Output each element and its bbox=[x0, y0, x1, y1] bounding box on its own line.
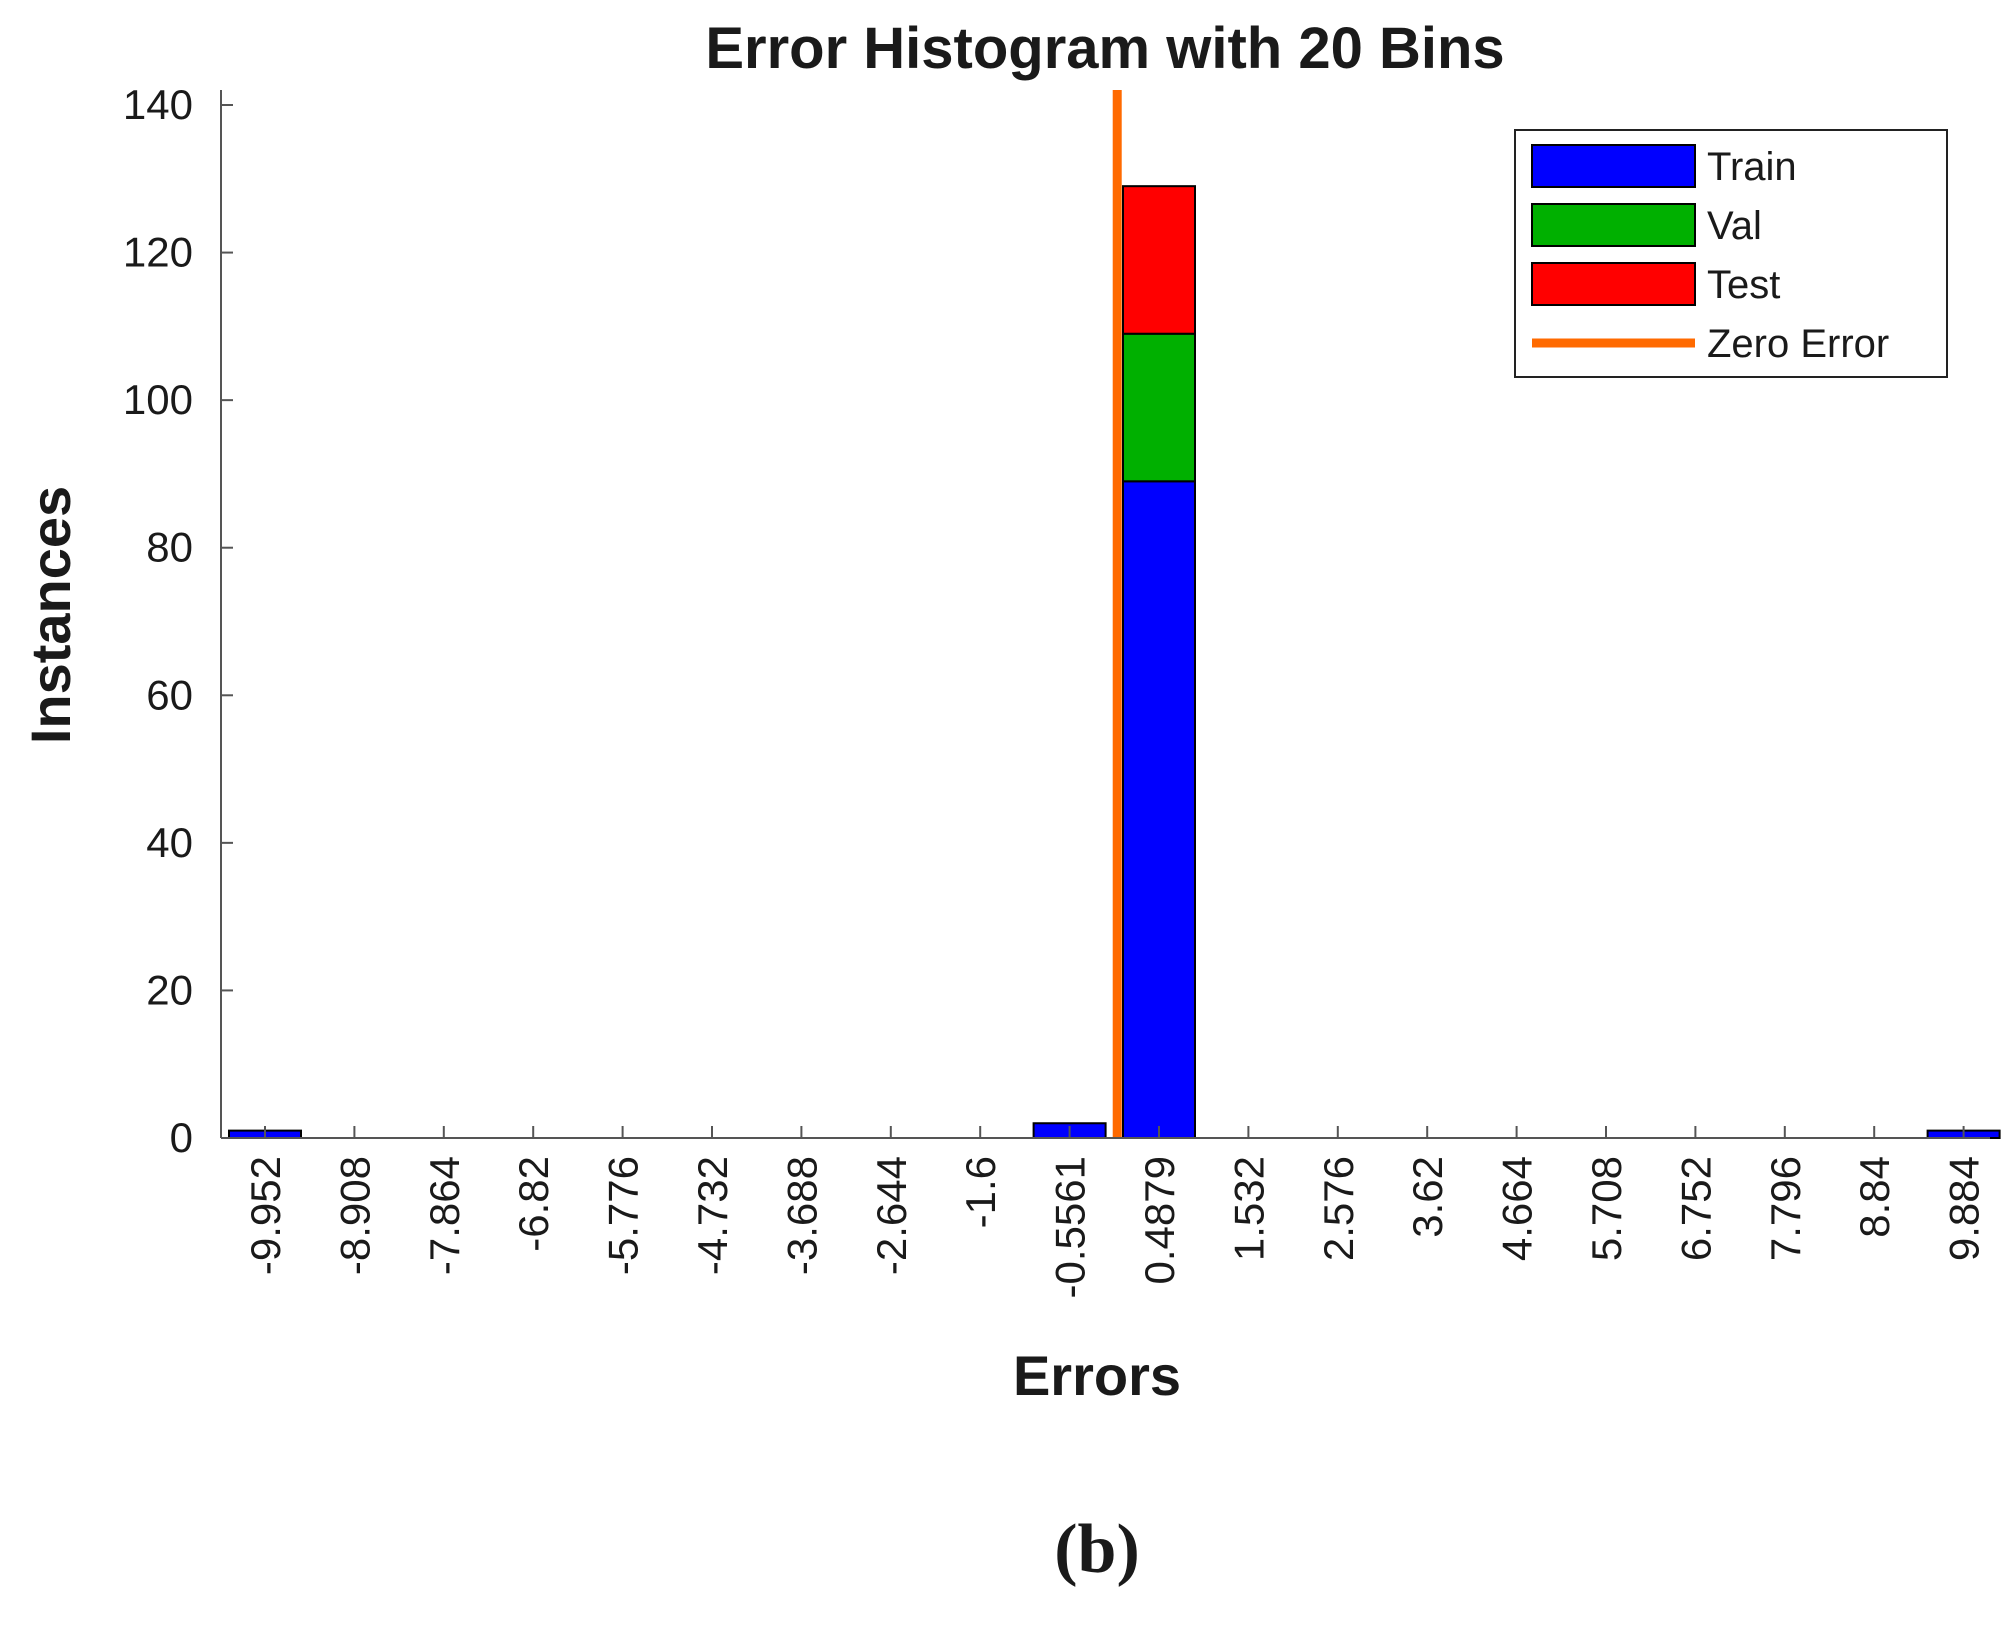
legend-label-train: Train bbox=[1707, 145, 1797, 189]
x-tick-label: -7.864 bbox=[421, 1156, 468, 1275]
chart-title: Error Histogram with 20 Bins bbox=[705, 16, 1504, 81]
y-tick-label: 40 bbox=[146, 819, 193, 866]
y-tick-label: 60 bbox=[146, 671, 193, 718]
bar-test-10 bbox=[1122, 185, 1196, 335]
legend-swatch-val bbox=[1531, 203, 1696, 247]
x-tick-label: 8.84 bbox=[1851, 1156, 1898, 1238]
bar-train-10 bbox=[1122, 480, 1196, 1139]
y-tick-label: 120 bbox=[123, 229, 193, 276]
legend: Train Val Test Zero Error bbox=[1514, 129, 1948, 378]
legend-label-val: Val bbox=[1707, 204, 1762, 248]
y-tick-label: 0 bbox=[170, 1114, 193, 1161]
legend-swatch-test bbox=[1531, 262, 1696, 306]
legend-label-zero-error: Zero Error bbox=[1707, 322, 1889, 366]
x-tick-label: -4.732 bbox=[689, 1156, 736, 1275]
x-tick-label: 7.796 bbox=[1762, 1156, 1809, 1261]
y-ticks: 0 20 40 60 80 100 120 140 bbox=[123, 81, 233, 1161]
x-tick-label: -8.908 bbox=[331, 1156, 378, 1275]
bars-layer bbox=[228, 185, 2001, 1140]
x-axis-label: Errors bbox=[1013, 1344, 1181, 1407]
y-tick-label: 100 bbox=[123, 376, 193, 423]
x-tick-label: -3.688 bbox=[778, 1156, 825, 1275]
x-tick-label: -6.82 bbox=[510, 1156, 557, 1252]
y-axis-label: Instances bbox=[19, 486, 82, 744]
legend-swatch-train bbox=[1531, 144, 1696, 188]
y-tick-label: 20 bbox=[146, 966, 193, 1013]
x-tick-label: 5.708 bbox=[1583, 1156, 1630, 1261]
y-tick-label: 80 bbox=[146, 524, 193, 571]
x-tick-label: -1.6 bbox=[957, 1156, 1004, 1228]
x-tick-label: -2.644 bbox=[868, 1156, 915, 1275]
x-ticks: -9.952 -8.908 -7.864 -6.82 -5.776 -4.732 -3.68… bbox=[242, 1126, 1988, 1298]
x-tick-label: 3.62 bbox=[1404, 1156, 1451, 1238]
legend-label-test: Test bbox=[1707, 263, 1780, 307]
x-tick-label: -0.5561 bbox=[1047, 1156, 1094, 1298]
x-tick-label: -5.776 bbox=[600, 1156, 647, 1275]
x-tick-label: 9.884 bbox=[1941, 1156, 1988, 1261]
panel-label: (b) bbox=[1054, 1511, 1140, 1588]
x-tick-label: 1.532 bbox=[1225, 1156, 1272, 1261]
x-tick-label: 0.4879 bbox=[1136, 1156, 1183, 1284]
bar-val-10 bbox=[1122, 332, 1196, 483]
x-tick-label: 4.664 bbox=[1494, 1156, 1541, 1261]
x-tick-label: 2.576 bbox=[1315, 1156, 1362, 1261]
x-tick-label: -9.952 bbox=[242, 1156, 289, 1275]
x-tick-label: 6.752 bbox=[1672, 1156, 1719, 1261]
y-tick-label: 140 bbox=[123, 81, 193, 128]
